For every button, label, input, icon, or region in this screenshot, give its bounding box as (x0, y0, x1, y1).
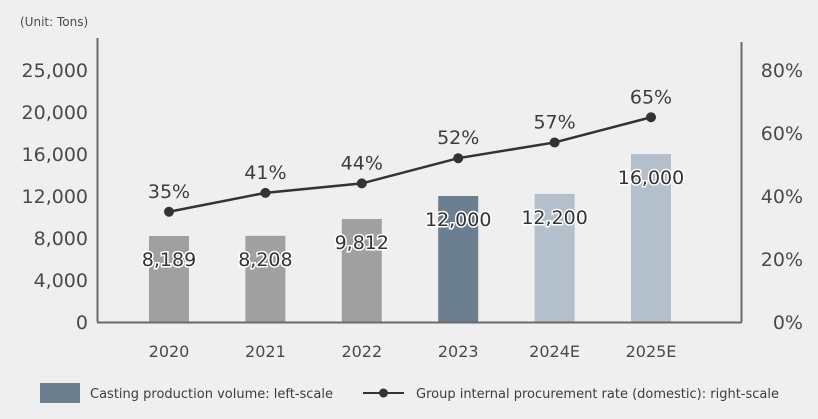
line-point (260, 187, 271, 198)
bar-data-label: 12,000 (425, 209, 491, 231)
left-tick-label: 16,000 (22, 144, 88, 166)
left-tick-label: 20,000 (22, 102, 88, 124)
line-data-label: 35% (148, 181, 190, 203)
legend-line-label: Group internal procurement rate (domesti… (416, 387, 779, 402)
line-series: 35% 41% 44% 52% 57% 65% (148, 86, 672, 217)
line-point (356, 178, 367, 189)
line-data-label: 65% (630, 86, 672, 108)
x-tick-label: 2022 (341, 342, 382, 361)
x-tick-label: 2021 (245, 342, 286, 361)
left-tick-label: 12,000 (22, 186, 88, 208)
line-point (453, 153, 464, 164)
right-tick-label: 60% (761, 123, 803, 145)
legend-bar-label: Casting production volume: left-scale (90, 387, 333, 402)
bar-data-labels: 8,189 8,208 9,812 12,000 12,200 16,000 (140, 166, 685, 273)
bar (631, 154, 671, 322)
x-tick-label: 2025E (626, 342, 677, 361)
x-tick-label: 2024E (529, 342, 580, 361)
line-point (164, 206, 174, 217)
bar-data-label: 8,189 (142, 249, 196, 271)
legend: Casting production volume: left-scale Gr… (40, 383, 779, 403)
bar-data-label: 16,000 (618, 167, 684, 189)
line-point (646, 112, 656, 123)
bar (534, 193, 575, 322)
legend-bar-swatch (40, 383, 80, 403)
left-tick-label: 0 (76, 312, 88, 334)
bar (245, 235, 286, 322)
right-tick-label: 0% (773, 312, 803, 334)
left-axis-ticks: 0 4,000 8,000 12,000 16,000 20,000 25,000 (22, 60, 88, 334)
bar (341, 218, 382, 322)
right-tick-label: 80% (761, 60, 803, 82)
bar-series (149, 154, 671, 322)
right-tick-label: 40% (761, 186, 803, 208)
x-axis-ticks: 2020 2021 2022 2023 2024E 2025E (149, 342, 677, 361)
bar-data-label: 12,200 (521, 207, 587, 229)
bar-data-label: 8,208 (238, 249, 292, 271)
line-data-label: 44% (341, 152, 383, 174)
legend-line-marker (379, 388, 388, 398)
left-tick-label: 8,000 (34, 228, 88, 250)
line-data-label: 57% (533, 111, 575, 133)
x-tick-label: 2023 (438, 342, 479, 361)
right-axis-ticks: 0% 20% 40% 60% 80% (761, 60, 803, 334)
line-point (549, 137, 560, 148)
unit-label: (Unit: Tons) (20, 15, 88, 29)
line-path (168, 116, 652, 213)
line-data-label: 52% (437, 127, 479, 149)
bar (438, 196, 479, 322)
right-tick-label: 20% (761, 249, 803, 271)
bar-data-label: 9,812 (335, 232, 389, 254)
left-tick-label: 25,000 (22, 60, 88, 82)
bar (149, 236, 189, 322)
x-tick-label: 2020 (149, 342, 190, 361)
line-data-label: 41% (244, 162, 286, 184)
left-tick-label: 4,000 (34, 270, 88, 292)
